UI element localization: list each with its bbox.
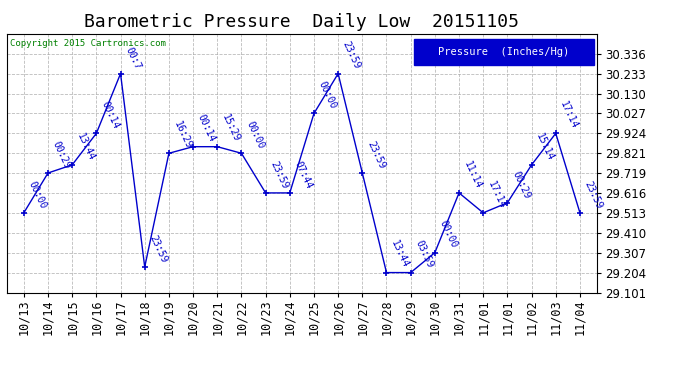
Text: 13:44: 13:44 [389, 239, 411, 270]
FancyBboxPatch shape [414, 39, 594, 65]
Text: 00:00: 00:00 [27, 179, 48, 210]
Text: 00:29: 00:29 [510, 169, 532, 200]
Text: 00:00: 00:00 [244, 120, 266, 150]
Text: 15:29: 15:29 [220, 113, 242, 144]
Text: 23:59: 23:59 [148, 233, 169, 264]
Text: 07:44: 07:44 [293, 159, 314, 190]
Text: Pressure  (Inches/Hg): Pressure (Inches/Hg) [438, 47, 569, 57]
Title: Barometric Pressure  Daily Low  20151105: Barometric Pressure Daily Low 20151105 [84, 13, 520, 31]
Text: 00:7: 00:7 [124, 45, 142, 71]
Text: 11:14: 11:14 [462, 159, 483, 190]
Text: 17:14: 17:14 [558, 100, 580, 130]
Text: 03:59: 03:59 [413, 239, 435, 270]
Text: 23:59: 23:59 [341, 40, 362, 71]
Text: 17:14: 17:14 [486, 179, 507, 210]
Text: 00:29: 00:29 [51, 140, 72, 170]
Text: 00:00: 00:00 [437, 219, 459, 250]
Text: 23:59: 23:59 [268, 159, 290, 190]
Text: 15:14: 15:14 [534, 131, 556, 162]
Text: 00:14: 00:14 [99, 100, 121, 130]
Text: 23:59: 23:59 [365, 140, 386, 170]
Text: 00:14: 00:14 [196, 113, 217, 144]
Text: 23:59: 23:59 [582, 179, 604, 210]
Text: 16:29: 16:29 [172, 120, 193, 150]
Text: 00:00: 00:00 [317, 80, 338, 111]
Text: Copyright 2015 Cartronics.com: Copyright 2015 Cartronics.com [10, 39, 166, 48]
Text: 13:44: 13:44 [75, 131, 97, 162]
